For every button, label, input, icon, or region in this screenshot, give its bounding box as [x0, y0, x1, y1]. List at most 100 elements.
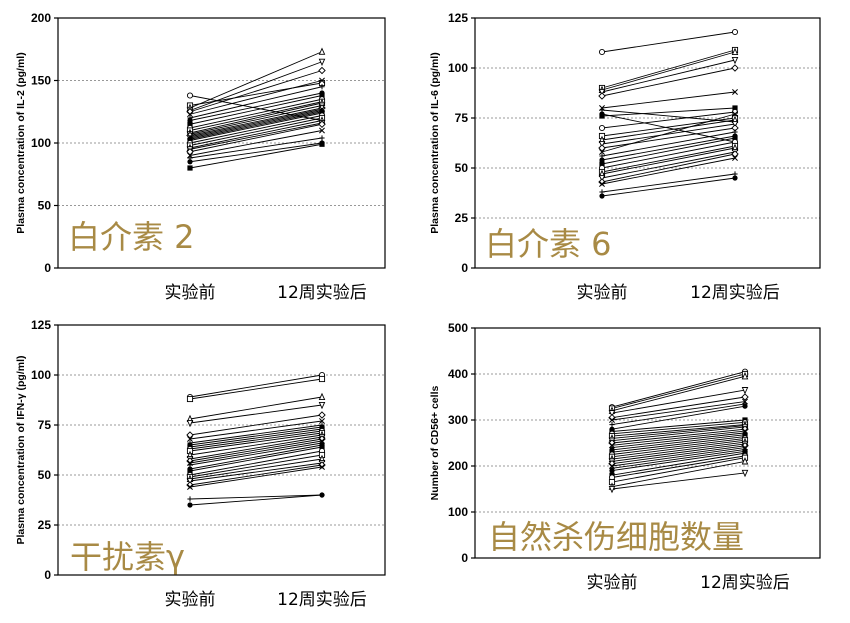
pair-line — [189, 494, 323, 500]
pair-line — [611, 419, 746, 432]
point-after — [731, 64, 739, 72]
pair-line — [189, 101, 323, 131]
x-category-label: 实验前 — [577, 283, 628, 303]
point-after — [318, 461, 326, 469]
pair-line — [601, 111, 736, 129]
subject-pair-2 — [186, 375, 326, 403]
pair-line — [189, 142, 323, 163]
point-after — [731, 47, 739, 56]
pair-line — [189, 458, 323, 480]
pair-line — [611, 425, 746, 439]
x-category-label: 12周实验后 — [700, 573, 790, 593]
point-before — [599, 181, 605, 187]
pair-line — [189, 95, 323, 125]
pair-line — [611, 445, 746, 465]
point-before — [186, 92, 194, 99]
point-before — [608, 485, 616, 494]
pair-line — [189, 432, 323, 452]
point-after — [732, 135, 738, 141]
pair-line — [611, 421, 746, 435]
overlay-label: 白介素 2 — [68, 218, 195, 256]
y-tick-label: 0 — [461, 551, 468, 565]
point-before — [598, 144, 606, 152]
pair-line — [189, 436, 323, 460]
pair-line — [611, 439, 746, 458]
pair-line — [601, 117, 736, 137]
pair-line — [611, 403, 746, 426]
plot-frame — [474, 17, 821, 269]
point-before — [599, 157, 605, 163]
point-after — [732, 105, 738, 111]
pair-line — [601, 141, 736, 169]
pair-line — [189, 450, 323, 476]
y-tick-label: 0 — [44, 261, 51, 275]
point-after — [731, 28, 739, 36]
pair-line — [189, 137, 323, 159]
y-tick-label: 25 — [455, 211, 469, 225]
pair-line — [189, 426, 323, 446]
pair-line — [189, 82, 323, 106]
y-tick-label: 500 — [448, 321, 468, 335]
pair-line — [189, 107, 323, 136]
point-after — [732, 111, 738, 117]
plot-frame — [57, 324, 386, 576]
pair-line — [611, 450, 746, 472]
point-before — [186, 395, 194, 403]
pair-line — [189, 112, 323, 141]
pair-line — [189, 115, 323, 144]
point-before — [187, 436, 193, 442]
y-tick-label: 400 — [448, 367, 468, 381]
y-tick-label: 100 — [448, 61, 468, 75]
y-tick-label: 50 — [38, 199, 52, 213]
pair-line — [601, 123, 736, 145]
pair-line — [189, 428, 323, 448]
point-after — [319, 444, 325, 450]
pair-line — [189, 396, 323, 420]
pair-line — [189, 80, 323, 115]
pair-line — [189, 92, 323, 121]
point-before — [609, 468, 615, 474]
subject-pair-6 — [187, 418, 325, 442]
subject-pair-30 — [608, 457, 749, 490]
x-category-label: 12周实验后 — [277, 590, 367, 610]
y-tick-label: 150 — [31, 74, 51, 88]
pair-line — [189, 130, 323, 156]
pair-line — [189, 462, 323, 482]
point-after — [741, 393, 749, 401]
pair-line — [601, 173, 736, 193]
pair-line — [189, 51, 323, 109]
pair-line — [601, 49, 736, 89]
pair-line — [601, 145, 736, 173]
pair-line — [601, 67, 736, 97]
pair-line — [601, 177, 736, 197]
pair-line — [189, 464, 323, 486]
subject-pair-9 — [599, 105, 738, 119]
pair-line — [611, 373, 746, 409]
pair-line — [601, 153, 736, 183]
y-tick-label: 50 — [455, 161, 469, 175]
subject-pair-4 — [598, 56, 739, 97]
point-after — [319, 92, 325, 99]
pair-line — [189, 122, 323, 150]
pair-line — [189, 70, 323, 113]
x-category-label: 12周实验后 — [690, 283, 780, 303]
y-tick-label: 0 — [461, 261, 468, 275]
pair-line — [601, 119, 736, 141]
point-before — [598, 92, 606, 100]
subject-pair-5 — [608, 393, 749, 422]
pair-line — [611, 455, 746, 478]
point-after — [318, 411, 326, 419]
pair-line — [189, 102, 323, 134]
pair-line — [611, 447, 746, 467]
point-after — [318, 58, 326, 67]
pair-line — [189, 117, 323, 146]
subject-pair-22 — [186, 459, 326, 486]
pair-line — [189, 438, 323, 462]
y-tick-label: 25 — [38, 518, 52, 532]
y-axis-title: Plasma concentration of IL-2 (pg/ml) — [15, 52, 27, 233]
y-tick-label: 200 — [448, 459, 468, 473]
y-tick-label: 200 — [31, 11, 51, 25]
pair-line — [611, 436, 746, 453]
subject-pair-18 — [187, 444, 325, 474]
point-before — [599, 113, 605, 119]
